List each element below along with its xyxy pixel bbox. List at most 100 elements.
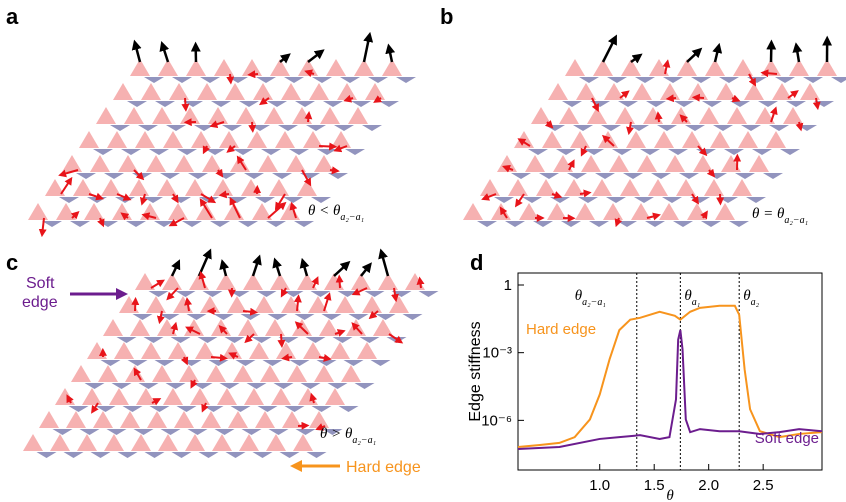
up-triangle [335, 296, 355, 313]
up-triangle [648, 179, 668, 196]
down-triangle [355, 383, 375, 389]
down-triangle [334, 125, 354, 131]
down-triangle [735, 173, 755, 179]
down-triangle [317, 149, 337, 155]
up-triangle [206, 365, 226, 382]
up-triangle [405, 273, 425, 290]
displacement-arrow [230, 74, 231, 81]
up-triangle [179, 365, 199, 382]
up-triangle [565, 59, 585, 76]
up-triangle [682, 131, 702, 148]
displacement-arrow [658, 115, 659, 122]
displacement-arrow [339, 278, 340, 288]
down-triangle [266, 221, 286, 227]
up-triangle [542, 131, 562, 148]
up-triangle [699, 107, 719, 124]
up-triangle [55, 388, 75, 405]
down-triangle [210, 221, 230, 227]
down-triangle [775, 77, 795, 83]
displacement-arrow [603, 39, 615, 62]
up-triangle [222, 342, 242, 359]
up-triangle [113, 83, 133, 100]
up-triangle [576, 83, 596, 100]
down-triangle [606, 197, 626, 203]
up-triangle [200, 296, 220, 313]
panel-label: a [6, 4, 19, 29]
down-triangle [294, 221, 314, 227]
up-triangle [326, 59, 346, 76]
up-triangle [90, 155, 110, 172]
y-tick-label: 1 [504, 277, 512, 294]
up-triangle [114, 342, 134, 359]
down-triangle [349, 314, 369, 320]
down-triangle [702, 101, 722, 107]
down-triangle [301, 383, 321, 389]
condition-sub: a₂−a₁ [340, 212, 364, 223]
down-triangle [85, 383, 105, 389]
down-triangle [663, 77, 683, 83]
up-triangle [184, 319, 204, 336]
up-triangle [249, 342, 269, 359]
displacement-arrow [252, 122, 253, 129]
up-triangle [570, 131, 590, 148]
down-triangle [285, 406, 305, 412]
displacement-arrow [61, 180, 70, 194]
up-triangle [330, 342, 350, 359]
up-triangle [120, 411, 140, 428]
figure: a b c d θ < θa₂−a₁ θ = θa₂−a₁ θ > θa₂−a₁… [0, 0, 846, 502]
down-triangle [376, 314, 396, 320]
down-triangle [204, 406, 224, 412]
up-triangle [665, 155, 685, 172]
up-triangle [247, 131, 267, 148]
down-triangle [104, 173, 124, 179]
up-triangle [548, 83, 568, 100]
down-triangle [110, 125, 130, 131]
down-triangle [231, 406, 251, 412]
down-triangle [607, 77, 627, 83]
down-triangle [589, 221, 609, 227]
up-triangle [581, 155, 601, 172]
up-triangle [309, 83, 329, 100]
up-triangle [129, 179, 149, 196]
down-triangle [216, 173, 236, 179]
up-triangle [800, 83, 820, 100]
down-triangle [171, 197, 191, 203]
up-triangle [208, 107, 228, 124]
down-triangle [322, 314, 342, 320]
up-triangle [244, 388, 264, 405]
down-triangle [629, 125, 649, 131]
down-triangle [145, 452, 165, 458]
down-triangle [803, 77, 823, 83]
down-triangle [333, 337, 353, 343]
down-triangle [227, 197, 247, 203]
down-triangle [253, 452, 273, 458]
down-triangle [690, 197, 710, 203]
down-triangle [123, 406, 143, 412]
down-triangle [617, 221, 637, 227]
displacement-arrow [799, 122, 800, 128]
up-triangle [212, 434, 232, 451]
down-triangle [696, 149, 716, 155]
up-triangle [197, 83, 217, 100]
down-triangle [522, 197, 542, 203]
up-triangle [202, 155, 222, 172]
up-triangle [693, 155, 713, 172]
down-triangle [300, 173, 320, 179]
condition-sub: a₂−a₁ [784, 215, 808, 226]
down-triangle [831, 77, 846, 83]
down-triangle [511, 173, 531, 179]
down-triangle [278, 125, 298, 131]
up-triangle [213, 179, 233, 196]
down-triangle [53, 429, 73, 435]
threshold-sub: a₂ [751, 297, 760, 308]
up-triangle [373, 319, 393, 336]
up-triangle [643, 107, 663, 124]
up-triangle [559, 107, 579, 124]
down-triangle [328, 383, 348, 389]
down-triangle [719, 77, 739, 83]
up-triangle [783, 107, 803, 124]
down-triangle [149, 149, 169, 155]
up-triangle [196, 203, 216, 220]
down-triangle [166, 383, 186, 389]
up-triangle [659, 203, 679, 220]
